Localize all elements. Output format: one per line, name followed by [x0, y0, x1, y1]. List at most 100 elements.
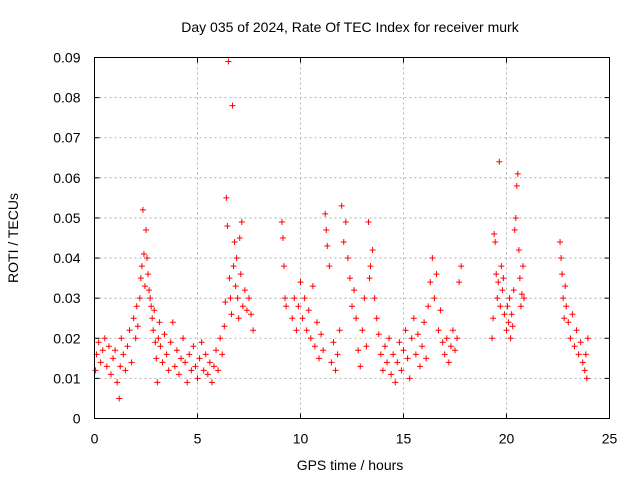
data-point — [297, 279, 304, 286]
data-point — [569, 311, 576, 318]
data-point — [499, 287, 506, 294]
data-point — [324, 243, 331, 250]
y-tick-label: 0.05 — [53, 210, 80, 226]
data-point — [222, 299, 229, 306]
data-point — [344, 255, 351, 262]
y-tick-label: 0.07 — [53, 130, 80, 146]
data-point — [328, 359, 335, 366]
data-point — [504, 303, 511, 310]
data-point — [241, 287, 248, 294]
data-point — [447, 343, 454, 350]
data-point — [381, 343, 388, 350]
data-point — [410, 315, 417, 322]
data-point — [392, 379, 399, 386]
data-point — [237, 271, 244, 278]
x-axis-label: GPS time / hours — [297, 457, 404, 473]
data-point — [508, 311, 515, 318]
data-point — [182, 359, 189, 366]
data-point — [151, 307, 158, 314]
data-point — [282, 295, 289, 302]
x-tick-label: 15 — [396, 431, 412, 447]
data-point — [423, 355, 430, 362]
data-point — [402, 327, 409, 334]
data-point — [357, 363, 364, 370]
data-point — [236, 235, 243, 241]
data-point — [136, 295, 143, 302]
data-point — [145, 271, 152, 278]
y-tick-label: 0.09 — [53, 50, 80, 66]
data-point — [133, 303, 140, 310]
data-point — [340, 239, 347, 246]
data-point — [400, 347, 407, 354]
data-point — [386, 335, 393, 342]
data-point — [355, 347, 362, 354]
data-point — [200, 367, 207, 374]
data-point — [518, 291, 525, 298]
y-tick-label: 0.08 — [53, 90, 80, 106]
data-point — [281, 263, 288, 270]
data-point — [332, 367, 339, 374]
data-point — [232, 283, 239, 290]
data-point — [491, 230, 498, 237]
data-point — [408, 335, 415, 342]
data-point — [375, 331, 382, 338]
data-point — [137, 275, 144, 282]
data-point — [157, 343, 164, 350]
data-point — [318, 331, 325, 338]
data-point — [497, 303, 504, 310]
data-point — [584, 335, 591, 342]
data-point — [163, 351, 170, 358]
data-point — [173, 347, 180, 354]
grid-lines — [94, 57, 610, 419]
data-point — [107, 371, 114, 378]
data-point — [221, 323, 228, 330]
data-point — [456, 279, 463, 286]
data-point — [449, 327, 456, 334]
data-point — [433, 271, 440, 278]
data-point — [365, 218, 372, 225]
data-point — [371, 295, 378, 302]
chart-title: Day 035 of 2024, Rate Of TEC Index for r… — [181, 19, 519, 35]
data-point — [122, 367, 129, 374]
data-point — [441, 351, 448, 358]
data-point — [186, 351, 193, 358]
data-point — [322, 210, 329, 217]
data-point — [152, 339, 159, 346]
data-point — [342, 218, 349, 225]
data-point — [92, 367, 99, 374]
data-point — [577, 339, 584, 346]
data-point — [229, 102, 236, 109]
x-tick-label: 5 — [194, 431, 202, 447]
data-point — [406, 375, 413, 382]
data-point — [149, 315, 156, 322]
data-point — [377, 351, 384, 358]
y-tick-label: 0.03 — [53, 290, 80, 306]
data-point — [454, 335, 461, 342]
data-point — [571, 343, 578, 350]
data-point — [512, 214, 519, 221]
data-point — [141, 283, 148, 290]
data-point — [583, 375, 590, 382]
data-point — [435, 327, 442, 334]
data-point — [412, 351, 419, 358]
data-point — [505, 319, 512, 326]
data-point — [515, 247, 522, 254]
data-point — [419, 343, 426, 350]
data-point — [349, 303, 355, 310]
data-point — [452, 347, 458, 354]
y-tick-label: 0 — [73, 411, 81, 427]
data-point — [202, 351, 209, 358]
data-point — [112, 347, 119, 354]
data-point — [169, 319, 176, 326]
data-point — [579, 359, 586, 366]
data-point — [208, 379, 215, 386]
x-tick-label: 10 — [293, 431, 309, 447]
data-point — [301, 295, 308, 302]
data-point — [116, 395, 123, 402]
data-point — [99, 347, 106, 354]
data-point — [346, 275, 353, 282]
data-point — [425, 303, 432, 310]
data-point — [283, 303, 290, 310]
data-point — [404, 355, 411, 362]
